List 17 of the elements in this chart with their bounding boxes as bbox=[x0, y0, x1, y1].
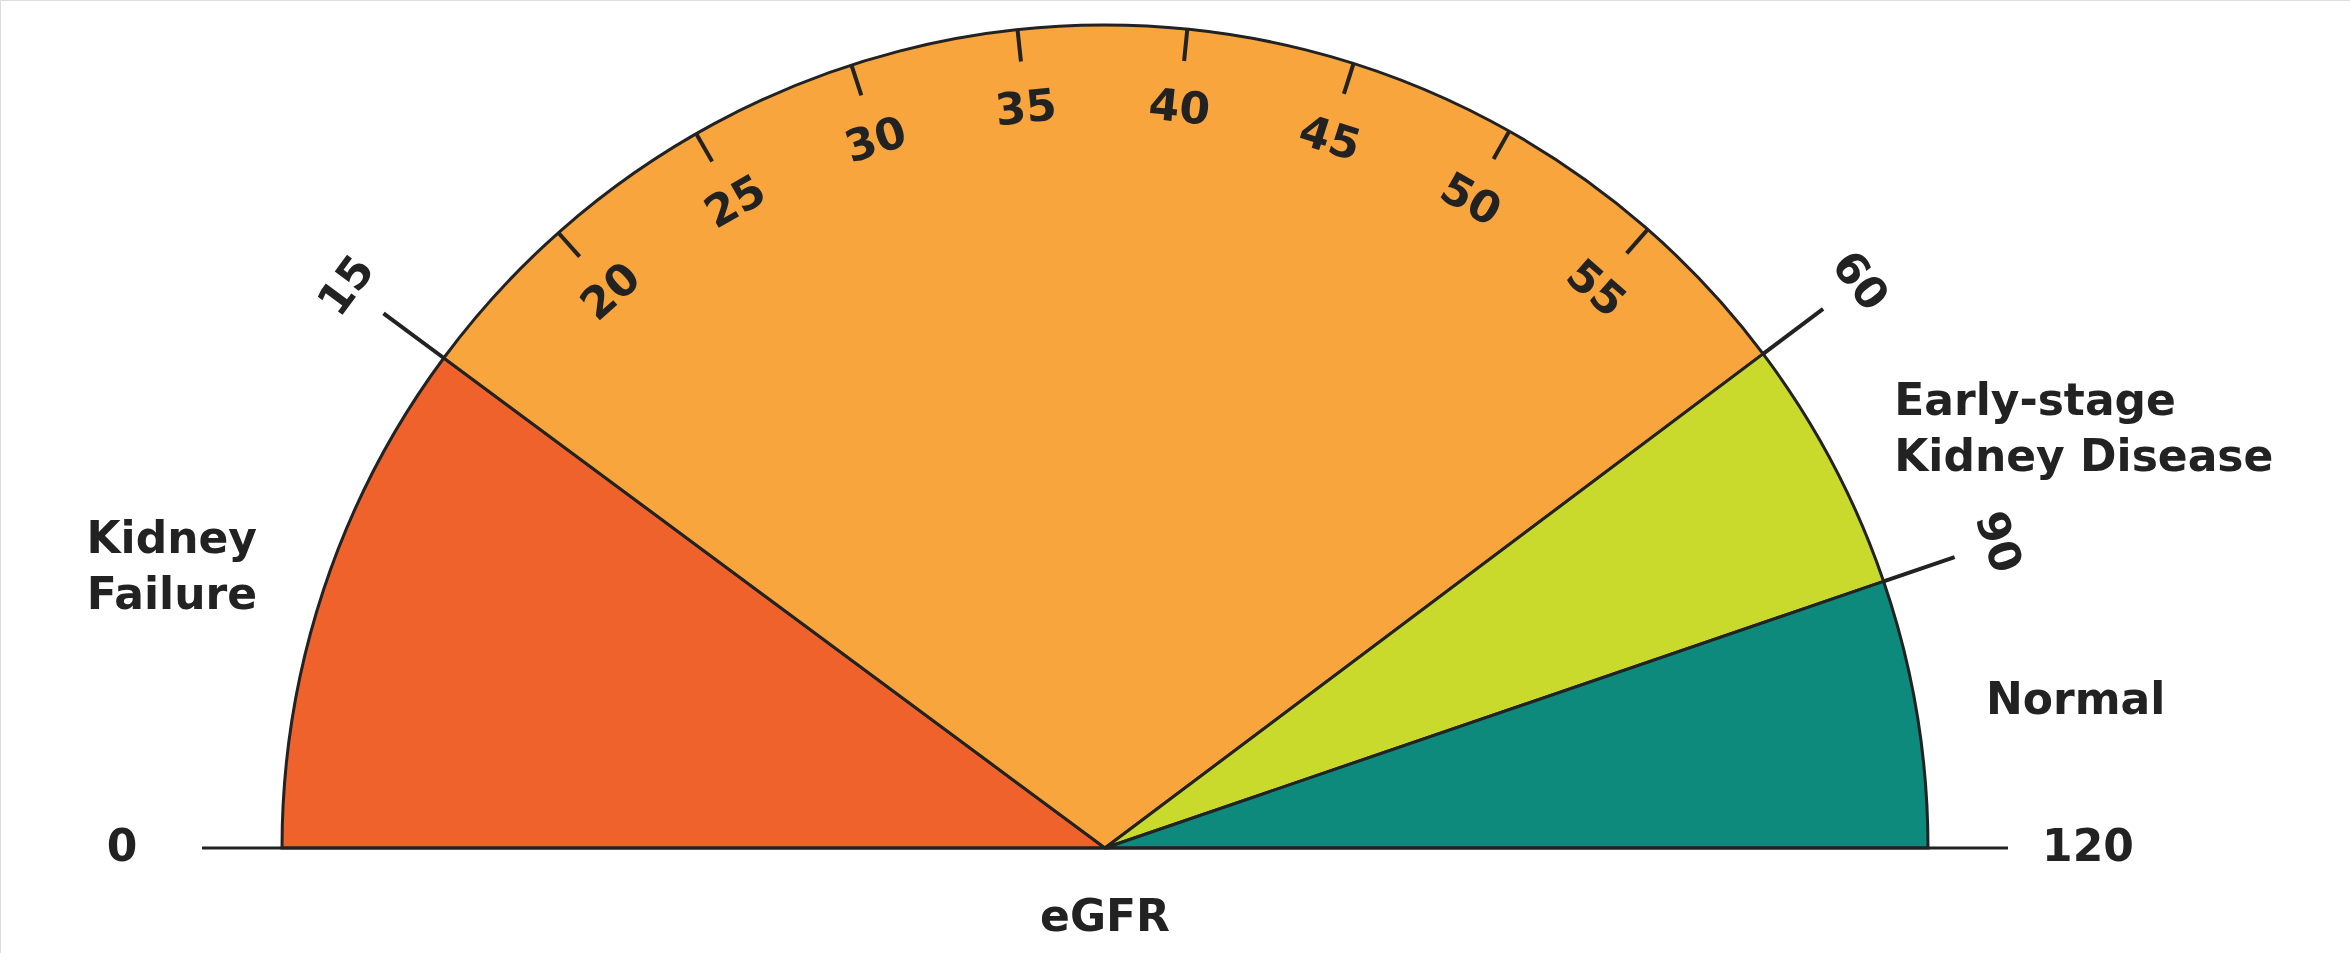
text: 20 bbox=[570, 251, 650, 331]
slice-label: Kidney Failure bbox=[86, 512, 258, 620]
text: 55 bbox=[1556, 248, 1637, 327]
text: 25 bbox=[695, 163, 774, 239]
text: 50 bbox=[1432, 161, 1511, 236]
text: 120 bbox=[2042, 820, 2134, 871]
text: eGFR bbox=[1040, 890, 1170, 941]
text: 15 bbox=[306, 245, 385, 325]
slice-label: Early-stage Kidney Disease bbox=[1894, 374, 2274, 482]
text: 40 bbox=[1146, 77, 1213, 135]
text: 90 bbox=[1965, 504, 2034, 579]
text: 45 bbox=[1293, 103, 1368, 171]
text: 0 bbox=[106, 820, 138, 871]
text: 60 bbox=[1822, 240, 1900, 321]
text: 35 bbox=[992, 78, 1059, 136]
text: 30 bbox=[838, 105, 913, 173]
slice-label: Normal bbox=[1985, 673, 2166, 725]
